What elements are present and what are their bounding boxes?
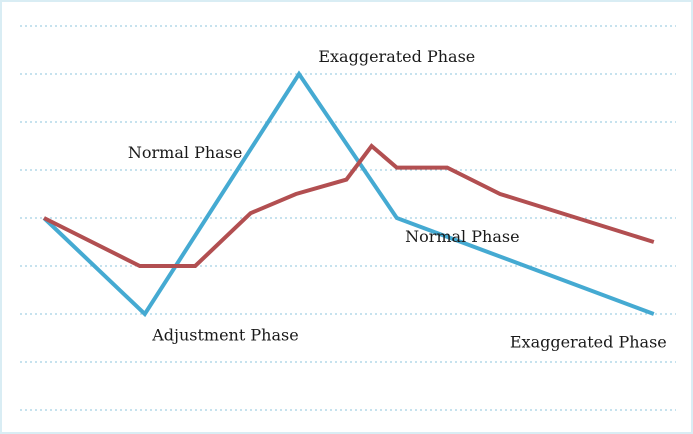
gridlines — [20, 25, 676, 411]
series-lines — [42, 70, 655, 318]
annotation-normal-left: Normal Phase — [128, 143, 242, 162]
annotation-adjustment: Adjustment Phase — [151, 325, 298, 344]
phase-annotations: Exaggerated Phase Normal Phase Normal Phas… — [128, 47, 667, 352]
series-line-2 — [43, 143, 655, 268]
annotation-exaggerated-top: Exaggerated Phase — [318, 47, 475, 66]
annotation-exaggerated-right: Exaggerated Phase — [510, 333, 667, 352]
series-line-1 — [42, 70, 655, 318]
annotation-normal-right: Normal Phase — [405, 227, 519, 246]
